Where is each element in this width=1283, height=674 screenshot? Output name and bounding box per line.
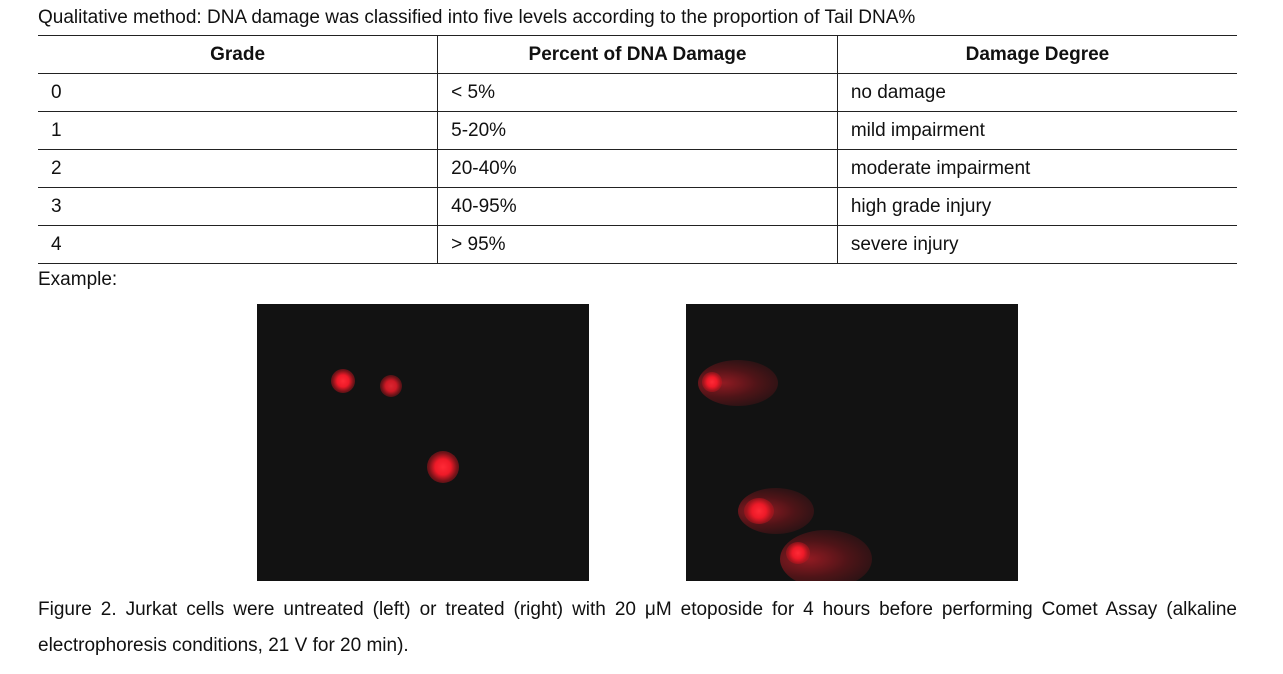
cell-grade: 2 (38, 149, 438, 188)
example-label: Example: (38, 269, 118, 290)
header-percent-damage: Percent of DNA Damage (437, 35, 838, 74)
table-header-row: Grade Percent of DNA Damage Damage Degre… (38, 35, 1237, 74)
intact-nucleus (427, 451, 459, 483)
cell-grade: 3 (38, 187, 438, 226)
cell-grade: 4 (38, 225, 438, 264)
comet-head (744, 498, 774, 524)
comet-head (786, 542, 810, 564)
treated-cells-image (686, 304, 1018, 581)
figure-caption: Figure 2. Jurkat cells were untreated (l… (38, 599, 1237, 656)
table-row: 4 > 95% severe injury (38, 225, 1237, 264)
cell-grade: 0 (38, 73, 438, 112)
cell-percent: 20-40% (437, 149, 838, 188)
table-row: 1 5-20% mild impairment (38, 111, 1237, 150)
dna-damage-grade-table: Grade Percent of DNA Damage Damage Degre… (38, 35, 1237, 264)
cell-grade: 1 (38, 111, 438, 150)
untreated-cells-image (257, 304, 589, 581)
cell-percent: < 5% (437, 73, 838, 112)
comet-head (702, 372, 722, 392)
cell-degree: no damage (836, 73, 1237, 112)
cell-percent: 40-95% (437, 187, 838, 226)
cell-degree: moderate impairment (836, 149, 1237, 188)
intact-nucleus (380, 375, 402, 397)
header-grade: Grade (38, 35, 438, 74)
cell-degree: severe injury (836, 225, 1237, 264)
table-row: 2 20-40% moderate impairment (38, 149, 1237, 188)
table-row: 3 40-95% high grade injury (38, 187, 1237, 226)
cell-degree: high grade injury (836, 187, 1237, 226)
header-damage-degree: Damage Degree (836, 35, 1237, 74)
cell-degree: mild impairment (836, 111, 1237, 150)
cell-percent: > 95% (437, 225, 838, 264)
table-row: 0 < 5% no damage (38, 73, 1237, 112)
intact-nucleus (331, 369, 355, 393)
cell-percent: 5-20% (437, 111, 838, 150)
intro-text: Qualitative method: DNA damage was class… (38, 7, 916, 28)
